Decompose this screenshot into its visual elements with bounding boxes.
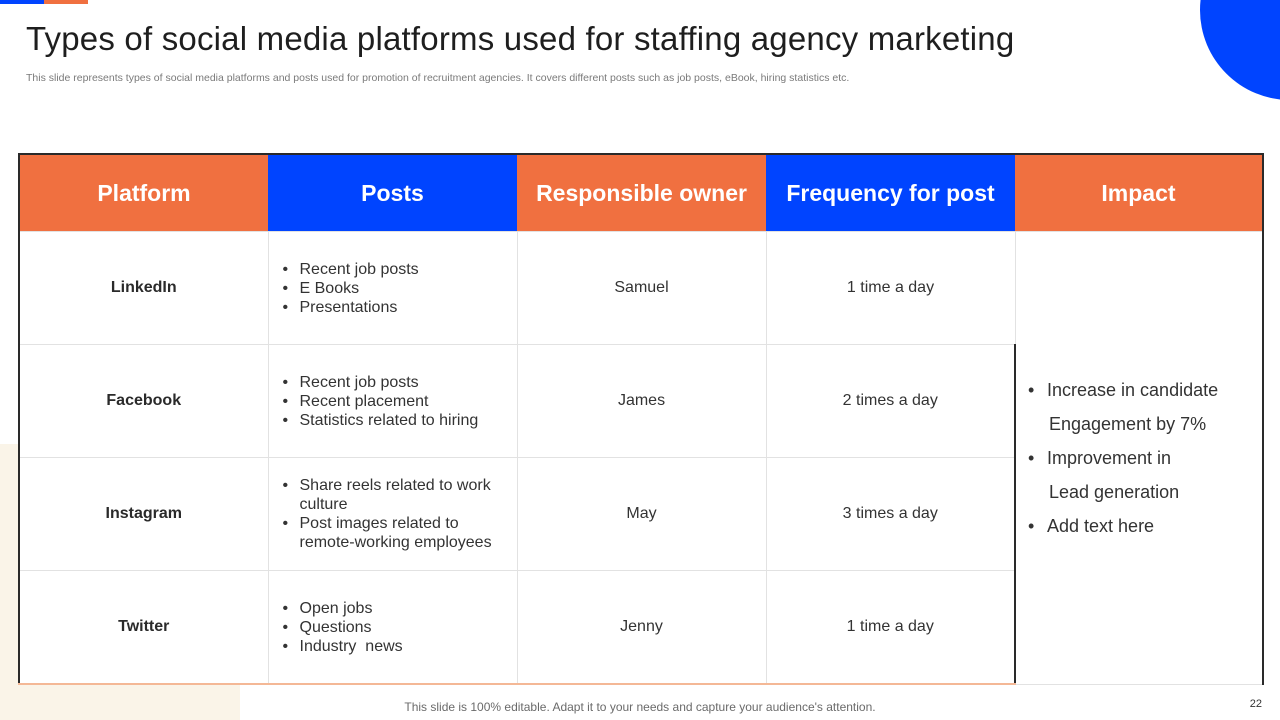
impact-line: Lead generation [1049, 481, 1180, 502]
post-item: Presentations [283, 298, 507, 317]
frequency-cell: 2 times a day [765, 344, 1016, 458]
frequency-cell: 1 time a day [765, 231, 1016, 345]
table-row: Twitter Open jobs Questions Industry new… [18, 570, 1263, 685]
page-title: Types of social media platforms used for… [26, 20, 1015, 57]
post-item: Open jobs [283, 599, 507, 618]
header-posts: Posts [268, 153, 517, 232]
frequency-cell: 3 times a day [765, 457, 1016, 571]
post-item: Recent placement [283, 392, 507, 411]
platform-cell: Facebook [18, 344, 269, 458]
page-subtitle: This slide represents types of social me… [26, 72, 850, 84]
frequency-cell: 1 time a day [765, 570, 1016, 685]
table-row: Instagram Share reels related to work cu… [18, 457, 1263, 571]
header-responsible-owner: Responsible owner [517, 153, 766, 232]
impact-line: Engagement by 7% [1049, 413, 1207, 434]
platforms-table: Platform Posts Responsible owner Frequen… [18, 153, 1264, 685]
page-number: 22 [1249, 698, 1262, 710]
impact-line: Improvement in [1047, 447, 1172, 468]
owner-cell: Samuel [516, 231, 767, 345]
platform-cell: Twitter [18, 570, 269, 685]
impact-line: Add text here [1047, 515, 1155, 536]
posts-cell: Recent job posts Recent placement Statis… [267, 344, 518, 458]
owner-cell: May [516, 457, 767, 571]
post-item: Share reels related to work culture [283, 476, 507, 514]
table-row: Facebook Recent job posts Recent placeme… [18, 344, 1263, 458]
header-frequency: Frequency for post [766, 153, 1015, 232]
platform-cell: Instagram [18, 457, 269, 571]
header-impact: Impact [1015, 153, 1264, 232]
posts-cell: Open jobs Questions Industry news [267, 570, 518, 685]
table-row: LinkedIn Recent job posts E Books Presen… [18, 231, 1264, 685]
impact-item: Increase in candidate Engagement by 7% [1028, 373, 1252, 441]
impact-line: Increase in candidate [1047, 379, 1219, 400]
platform-cell: LinkedIn [18, 231, 269, 345]
footer-note: This slide is 100% editable. Adapt it to… [404, 700, 876, 714]
post-item: E Books [283, 279, 507, 298]
table-header-row: Platform Posts Responsible owner Frequen… [18, 153, 1264, 232]
posts-cell: Share reels related to work culture Post… [267, 457, 518, 571]
decorative-circle [1200, 0, 1280, 100]
posts-cell: Recent job posts E Books Presentations [267, 231, 518, 345]
post-item: Statistics related to hiring [283, 411, 507, 430]
owner-cell: James [516, 344, 767, 458]
impact-item: Improvement in Lead generation [1028, 441, 1252, 509]
impact-cell: Increase in candidate Engagement by 7% I… [1014, 231, 1264, 685]
post-item: Post images related to remote-working em… [283, 514, 507, 552]
accent-bar-blue [0, 0, 44, 4]
header-platform: Platform [18, 153, 268, 232]
accent-bar-orange [44, 0, 88, 4]
post-item: Recent job posts [283, 260, 507, 279]
owner-cell: Jenny [516, 570, 767, 685]
post-item: Questions [283, 618, 507, 637]
impact-item: Add text here [1028, 509, 1252, 543]
post-item: Industry news [283, 637, 507, 656]
post-item: Recent job posts [283, 373, 507, 392]
